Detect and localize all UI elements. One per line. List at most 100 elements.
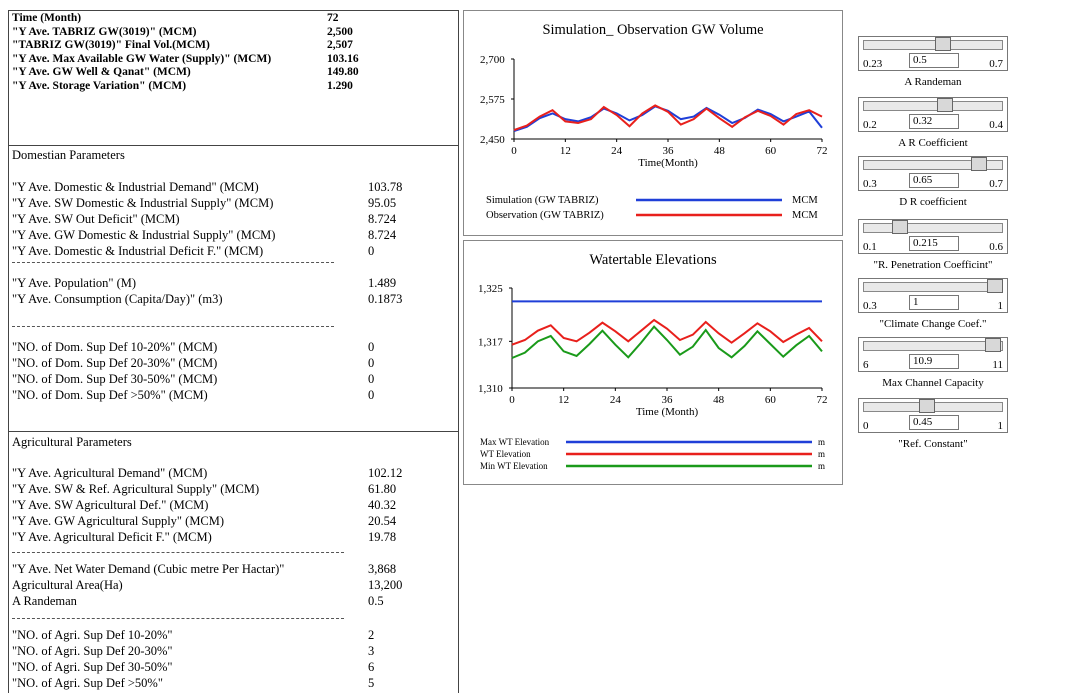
slider-min: 0 bbox=[863, 420, 869, 432]
domestic-title: Domestian Parameters bbox=[12, 148, 125, 162]
slider-min: 0.3 bbox=[863, 300, 877, 312]
x-tick-label: 12 bbox=[558, 394, 569, 406]
slider-thumb[interactable] bbox=[891, 220, 908, 234]
parameter-slider[interactable]: 0.65 0.3 0.7 bbox=[858, 156, 1008, 191]
slider-label: Max Channel Capacity bbox=[882, 377, 984, 389]
param-label: "NO. of Agri. Sup Def >50%" bbox=[12, 676, 163, 690]
param-label: "Y Ave. SW & Ref. Agricultural Supply" (… bbox=[12, 482, 260, 496]
watertable-chart: Watertable Elevations 1,310 1,317 1,325 0 12… bbox=[463, 240, 843, 485]
param-label: "Y Ave. Storage Variation" (MCM) bbox=[12, 79, 187, 92]
param-value: 102.12 bbox=[368, 466, 403, 480]
legend-label: Simulation (GW TABRIZ) bbox=[486, 195, 599, 206]
y-tick-label: 2,575 bbox=[480, 94, 505, 106]
x-axis-label: Time (Month) bbox=[636, 406, 699, 418]
x-tick-label: 48 bbox=[713, 394, 725, 406]
param-value: 0 bbox=[368, 244, 375, 258]
parameter-slider[interactable]: 0.215 0.1 0.6 bbox=[858, 219, 1008, 254]
slider-value-input[interactable]: 0.215 bbox=[909, 236, 959, 251]
param-value: 3,868 bbox=[368, 562, 397, 576]
slider-thumb[interactable] bbox=[934, 37, 951, 51]
param-label: "Y Ave. Agricultural Deficit F." (MCM) bbox=[12, 530, 212, 544]
slider-max: 1 bbox=[997, 420, 1004, 432]
slider-thumb[interactable] bbox=[984, 338, 1001, 352]
chart-title: Simulation_ Observation GW Volume bbox=[542, 22, 764, 38]
param-label: "Y Ave. Domestic & Industrial Deficit F.… bbox=[12, 244, 264, 258]
param-value: 0 bbox=[368, 340, 375, 354]
chart-title: Watertable Elevations bbox=[589, 252, 717, 268]
slider-value-input[interactable]: 0.65 bbox=[909, 173, 959, 188]
slider-track[interactable] bbox=[863, 223, 1003, 233]
param-label: "Y Ave. Agricultural Demand" (MCM) bbox=[12, 466, 208, 480]
legend-label: Min WT Elevation bbox=[480, 461, 548, 471]
slider-track[interactable] bbox=[863, 160, 1003, 170]
x-axis-label: Time(Month) bbox=[638, 157, 698, 169]
param-value: 2,507 bbox=[327, 39, 353, 51]
slider-thumb[interactable] bbox=[970, 157, 987, 171]
slider-value-input[interactable]: 10.9 bbox=[909, 354, 959, 369]
slider-track[interactable] bbox=[863, 341, 1003, 351]
param-label: "Y Ave. Population" (M) bbox=[12, 276, 137, 290]
y-tick-label: 2,700 bbox=[480, 54, 505, 66]
param-label: A Randeman bbox=[12, 594, 77, 608]
x-tick-label: 12 bbox=[560, 145, 571, 157]
param-value: 1.489 bbox=[368, 276, 397, 290]
parameter-slider[interactable]: 0.32 0.2 0.4 bbox=[858, 97, 1008, 132]
parameter-slider[interactable]: 1 0.3 1 bbox=[858, 278, 1008, 313]
param-value: 0 bbox=[368, 356, 375, 370]
slider-value-input[interactable]: 0.5 bbox=[909, 53, 959, 68]
y-tick-label: 1,325 bbox=[478, 283, 503, 295]
slider-max: 11 bbox=[992, 359, 1003, 371]
slider-track[interactable] bbox=[863, 40, 1003, 50]
slider-thumb[interactable] bbox=[937, 98, 954, 112]
param-value: 8.724 bbox=[368, 212, 397, 226]
separator bbox=[12, 262, 334, 263]
legend-label: Max WT Elevation bbox=[480, 437, 550, 447]
param-value: 103.16 bbox=[327, 52, 359, 65]
slider-max: 0.6 bbox=[989, 241, 1003, 253]
param-label: "Y Ave. GW Well & Qanat" (MCM) bbox=[12, 66, 191, 78]
param-label: "Y Ave. GW Agricultural Supply" (MCM) bbox=[12, 514, 225, 528]
slider-min: 0.1 bbox=[863, 241, 877, 253]
parameter-slider[interactable]: 10.9 6 11 bbox=[858, 337, 1008, 372]
param-label: "NO. of Dom. Sup Def 30-50%" (MCM) bbox=[12, 372, 218, 386]
param-value: 20.54 bbox=[368, 514, 397, 528]
parameter-slider[interactable]: 0.5 0.23 0.7 bbox=[858, 36, 1008, 71]
agricultural-parameters-panel: Agricultural Parameters "Y Ave. Agricult… bbox=[8, 431, 459, 693]
slider-value-input[interactable]: 0.45 bbox=[909, 415, 959, 430]
separator bbox=[12, 618, 344, 619]
legend-unit: MCM bbox=[792, 195, 818, 206]
param-value: 95.05 bbox=[368, 196, 397, 210]
parameter-slider[interactable]: 0.45 0 1 bbox=[858, 398, 1008, 433]
param-value: 6 bbox=[368, 660, 375, 674]
x-tick-label: 72 bbox=[817, 394, 828, 406]
param-value: 149.80 bbox=[327, 66, 359, 78]
y-tick-label: 1,310 bbox=[478, 383, 503, 395]
slider-track[interactable] bbox=[863, 101, 1003, 111]
param-value: 0.5 bbox=[368, 594, 384, 608]
param-value: 13,200 bbox=[368, 578, 403, 592]
y-tick-label: 2,450 bbox=[480, 134, 505, 146]
slider-max: 0.4 bbox=[989, 119, 1003, 131]
param-label: "NO. of Agri. Sup Def 30-50%" bbox=[12, 660, 173, 674]
slider-min: 0.3 bbox=[863, 178, 877, 190]
x-tick-label: 24 bbox=[610, 394, 622, 406]
param-label: "Y Ave. Consumption (Capita/Day)" (m3) bbox=[12, 292, 223, 306]
agricultural-title: Agricultural Parameters bbox=[12, 435, 132, 449]
slider-thumb[interactable] bbox=[987, 279, 1003, 293]
param-value: 0 bbox=[368, 372, 375, 386]
slider-value-input[interactable]: 1 bbox=[909, 295, 959, 310]
legend-unit: m bbox=[818, 461, 825, 471]
param-label: Time (Month) bbox=[12, 12, 82, 24]
param-label: Agricultural Area(Ha) bbox=[12, 578, 123, 592]
slider-min: 0.23 bbox=[863, 58, 883, 70]
param-label: "Y Ave. GW Domestic & Industrial Supply"… bbox=[12, 228, 276, 242]
x-tick-label: 0 bbox=[511, 145, 517, 157]
summary-panel: Time (Month) 72 "Y Ave. TABRIZ GW(3019)" (… bbox=[8, 10, 459, 146]
slider-track[interactable] bbox=[863, 282, 1003, 292]
legend-unit: m bbox=[818, 449, 825, 459]
slider-thumb[interactable] bbox=[918, 399, 935, 413]
param-value: 61.80 bbox=[368, 482, 397, 496]
slider-label: A R Coefficient bbox=[898, 137, 968, 149]
series-line-1 bbox=[511, 318, 823, 346]
slider-value-input[interactable]: 0.32 bbox=[909, 114, 959, 129]
